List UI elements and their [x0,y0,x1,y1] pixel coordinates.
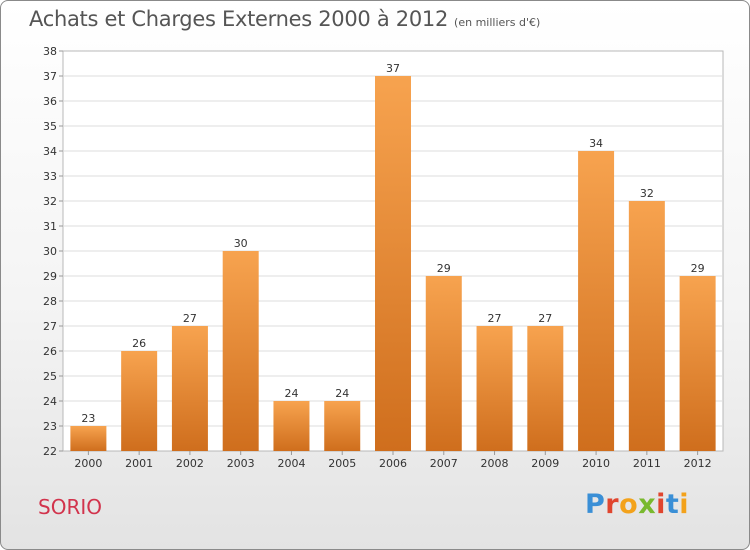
x-tick-label-2006: 2006 [379,457,407,470]
logo-letter: i [656,489,666,520]
bar-2003 [222,251,259,451]
x-tick-label-2000: 2000 [74,457,102,470]
commune-name: SORIO [38,495,102,519]
chart-subtitle: (en milliers d'€) [454,16,541,29]
value-label-2000: 23 [81,412,95,425]
y-tick-label: 27 [43,320,57,333]
x-tick-label-2009: 2009 [531,457,559,470]
y-tick-label: 31 [43,220,57,233]
value-label-2010: 34 [589,137,603,150]
value-label-2011: 32 [640,187,654,200]
x-tick-label-2005: 2005 [328,457,356,470]
x-tick-label-2003: 2003 [227,457,255,470]
x-tick-label-2010: 2010 [582,457,610,470]
bar-2009 [527,326,564,451]
y-tick-label: 38 [43,45,57,58]
x-tick-label-2001: 2001 [125,457,153,470]
bar-2008 [476,326,513,451]
bar-2010 [578,151,615,451]
value-label-2006: 37 [386,62,400,75]
value-label-2004: 24 [284,387,298,400]
proxiti-logo: Proxiti [585,489,689,520]
y-tick-label: 24 [43,395,57,408]
bar-2005 [324,401,361,451]
y-tick-label: 34 [43,145,57,158]
logo-letter: r [605,489,620,520]
x-tick-label-2011: 2011 [633,457,661,470]
y-tick-label: 30 [43,245,57,258]
logo-letter: o [619,489,639,520]
x-tick-label-2007: 2007 [430,457,458,470]
y-tick-label: 22 [43,445,57,458]
y-axis-ticks: 22 23 24 25 26 27 28 29 30 31 32 33 34 35 36 37 38 [43,45,63,458]
x-tick-label-2002: 2002 [176,457,204,470]
bar-2004 [273,401,310,451]
x-tick-label-2012: 2012 [684,457,712,470]
x-tick-label-2008: 2008 [481,457,509,470]
value-label-2003: 30 [234,237,248,250]
y-tick-label: 29 [43,270,57,283]
value-label-2001: 26 [132,337,146,350]
y-tick-label: 36 [43,95,57,108]
logo-letter: i [679,489,690,520]
chart-title: Achats et Charges Externes 2000 à 2012 (e… [29,7,540,31]
logo-letter: P [585,489,606,520]
value-label-2002: 27 [183,312,197,325]
y-tick-label: 28 [43,295,57,308]
value-label-2009: 27 [538,312,552,325]
value-label-2012: 29 [691,262,705,275]
value-label-2008: 27 [488,312,502,325]
y-tick-label: 35 [43,120,57,133]
value-label-2007: 29 [437,262,451,275]
x-axis-ticks: 2000 2001 2002 2003 2004 2005 2006 2007 2008 2009… [74,451,712,470]
bars: 23 26 27 30 24 24 37 29 27 27 34 32 29 [70,62,716,451]
y-tick-label: 33 [43,170,57,183]
bar-2002 [171,326,208,451]
logo-letter: x [638,489,657,520]
chart-title-text: Achats et Charges Externes 2000 à 2012 [29,7,449,31]
bar-2012 [679,276,716,451]
bar-2006 [375,76,411,451]
y-tick-label: 37 [43,70,57,83]
value-label-2005: 24 [335,387,349,400]
y-tick-label: 25 [43,370,57,383]
y-tick-label: 32 [43,195,57,208]
y-tick-label: 26 [43,345,57,358]
logo-letter: t [665,489,680,520]
x-tick-label-2004: 2004 [277,457,305,470]
bar-2000 [70,426,107,451]
bar-2001 [121,351,158,451]
y-tick-label: 23 [43,420,57,433]
bar-2007 [425,276,462,451]
bar-2011 [628,201,665,451]
